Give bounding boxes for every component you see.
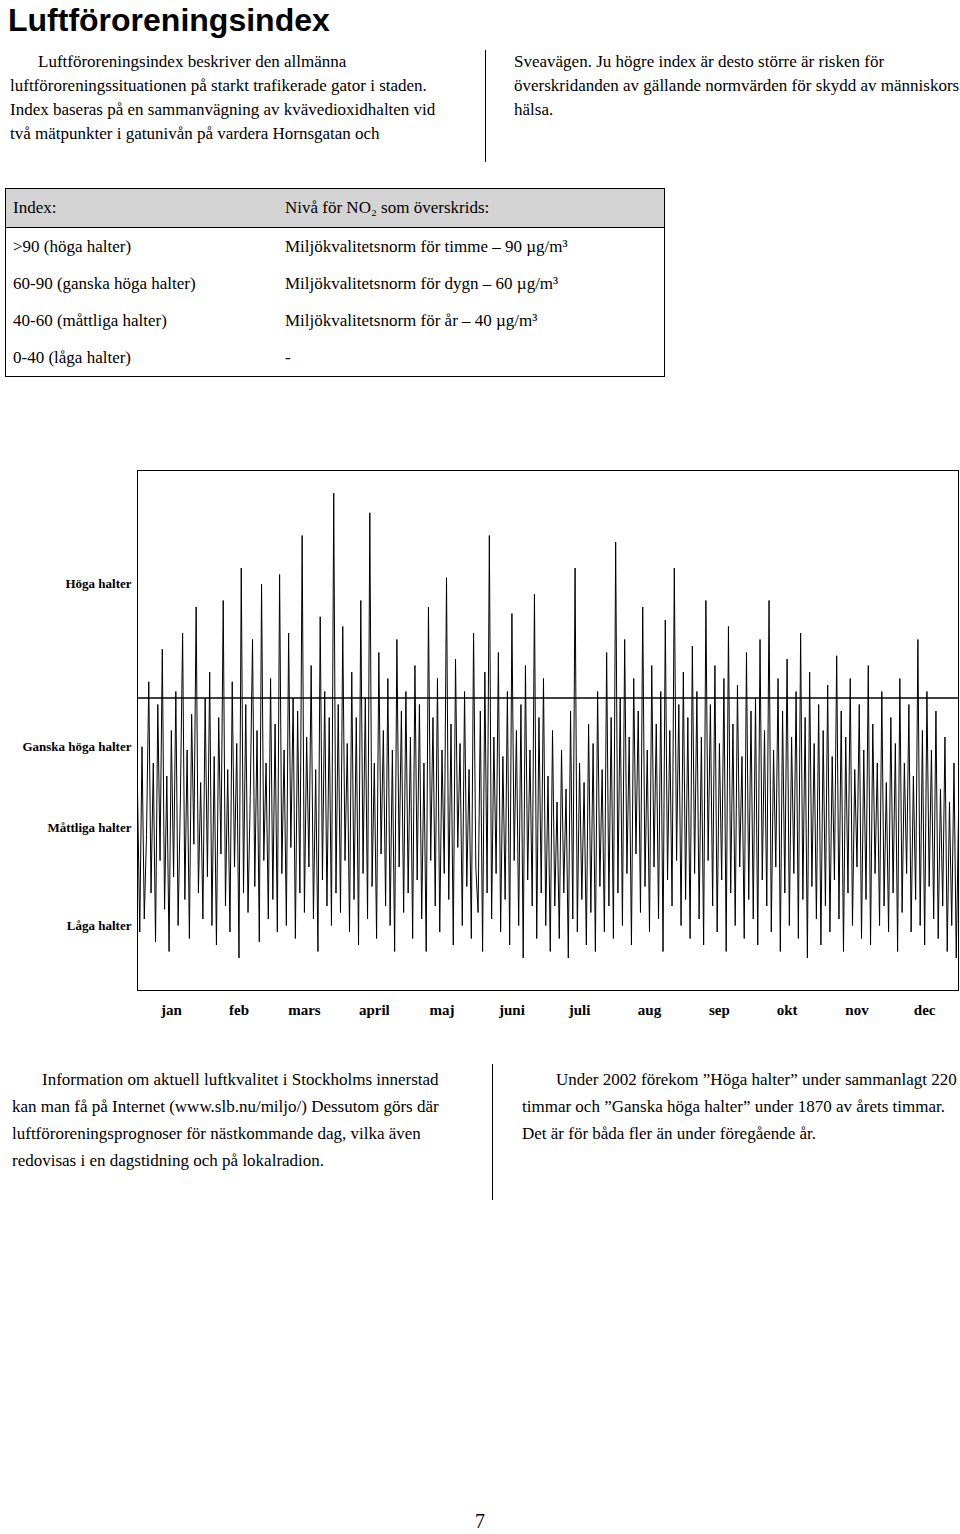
svg-text:dec: dec — [914, 1002, 936, 1018]
html-text:Under 2002 förekom ”Höga halte: Under 2002 förekom ”Höga halter” under s… — [522, 1070, 957, 1143]
html-text:Miljökvalitetsnorm för timme –: Miljökvalitetsnorm för timme – 90 µg/m³ — [285, 236, 568, 256]
svg-text:maj: maj — [429, 1002, 454, 1018]
svg-text:Låga halter: Låga halter — [67, 918, 132, 933]
html-text:0-40 (låga halter): 0-40 (låga halter) — [13, 347, 131, 367]
html-text:Luftföroreningsindex: Luftföroreningsindex — [8, 2, 330, 38]
svg-text:Höga halter: Höga halter — [65, 576, 131, 591]
html-text:Luftföroreningsindex beskriver: Luftföroreningsindex beskriver den allmä… — [10, 52, 960, 143]
svg-text:sep: sep — [709, 1002, 730, 1018]
svg-text:Ganska höga halter: Ganska höga halter — [22, 739, 131, 754]
svg-text:jan: jan — [160, 1002, 182, 1018]
svg-text:juli: juli — [568, 1002, 591, 1018]
svg-text:mars: mars — [288, 1002, 321, 1018]
svg-text:nov: nov — [845, 1002, 869, 1018]
svg-text:juni: juni — [498, 1002, 525, 1018]
svg-text:Måttliga halter: Måttliga halter — [47, 820, 131, 835]
html-text:Nivå för NO₂ som överskrids:: Nivå för NO₂ som överskrids: — [285, 198, 490, 217]
html-text:60-90 (ganska höga halter): 60-90 (ganska höga halter) — [13, 273, 196, 293]
html-text:Miljökvalitetsnorm för dygn –: Miljökvalitetsnorm för dygn – 60 µg/m³ — [285, 273, 559, 293]
html-text:Miljökvalitetsnorm för år – 40: Miljökvalitetsnorm för år – 40 µg/m³ — [285, 310, 538, 330]
svg-text:okt: okt — [777, 1002, 798, 1018]
html-text:Information om aktuell luftkva: Information om aktuell luftkvalitet i St… — [12, 1070, 439, 1170]
html-text:Index:: Index: — [13, 198, 57, 217]
html-text:7: 7 — [475, 1510, 485, 1532]
html-text:>90 (höga halter): >90 (höga halter) — [13, 236, 132, 256]
svg-text:april: april — [359, 1002, 390, 1018]
svg-text:aug: aug — [638, 1002, 662, 1018]
svg-text:feb: feb — [229, 1002, 249, 1018]
html-text:40-60 (måttliga halter): 40-60 (måttliga halter) — [13, 310, 167, 330]
